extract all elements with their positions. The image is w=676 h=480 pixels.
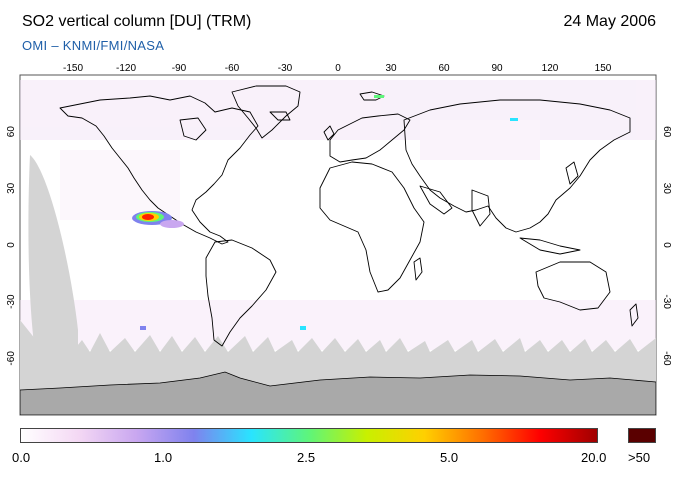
so2-plume-central-america <box>132 211 184 228</box>
lon-tick-top-6: 30 <box>385 63 397 74</box>
lon-tick-bottom-10: 150 <box>595 419 612 420</box>
world-map: -150 -150 -120 -120 -90 -90 -60 -60 -30 -30 0 0 30 30… <box>6 63 672 420</box>
lat-tick-right-1: 30 <box>661 183 672 195</box>
lon-tick-top-0: -150 <box>63 63 83 74</box>
lat-tick-left-3: -30 <box>6 294 17 309</box>
lon-tick-top-4: -30 <box>278 63 293 74</box>
lon-tick-bottom-7: 60 <box>438 419 450 420</box>
colorbar <box>20 428 598 443</box>
lon-tick-top-7: 60 <box>438 63 450 74</box>
colorbar-label-1: 1.0 <box>154 450 173 465</box>
lon-tick-bottom-5: 0 <box>335 419 341 420</box>
colorbar-label-2: 2.5 <box>297 450 316 465</box>
colorbar-overflow-swatch <box>628 428 656 443</box>
lon-tick-top-10: 150 <box>595 63 612 74</box>
lon-tick-bottom-8: 90 <box>491 419 503 420</box>
map-title: SO2 vertical column [DU] (TRM) <box>22 13 252 30</box>
lat-tick-right-3: -30 <box>661 294 672 309</box>
colorbar-label-4: 20.0 <box>581 450 607 465</box>
lat-tick-right-4: -60 <box>661 351 672 366</box>
lon-tick-bottom-0: -150 <box>63 419 83 420</box>
lon-tick-bottom-6: 30 <box>385 419 397 420</box>
colorbar-label-0: 0.0 <box>12 450 31 465</box>
lat-tick-right-0: 60 <box>661 126 672 138</box>
map-date: 24 May 2006 <box>563 13 656 30</box>
colorbar-label-5: >50 <box>628 450 651 465</box>
colorbar-label-3: 5.0 <box>440 450 459 465</box>
lon-tick-top-2: -90 <box>172 63 187 74</box>
lon-tick-top-5: 0 <box>335 63 341 74</box>
lon-tick-top-9: 120 <box>542 63 559 74</box>
map-axis-ticks: -150 -150 -120 -120 -90 -90 -60 -60 -30 -30 0 0 30 30… <box>6 63 672 420</box>
lat-tick-left-1: 30 <box>6 182 17 194</box>
antarctica <box>20 371 656 415</box>
lat-tick-right-2: 0 <box>661 242 672 248</box>
lon-tick-top-3: -60 <box>225 63 240 74</box>
coastlines <box>59 85 639 347</box>
lon-tick-top-8: 90 <box>491 63 503 74</box>
so2-minor-spots <box>140 95 518 330</box>
lat-tick-left-2: 0 <box>6 242 17 248</box>
lon-tick-bottom-3: -60 <box>225 419 240 420</box>
lat-tick-left-4: -60 <box>6 351 17 366</box>
no-data-swath <box>28 155 78 352</box>
lon-tick-bottom-9: 120 <box>542 419 559 420</box>
map-credits: OMI – KNMI/FMI/NASA <box>22 38 165 53</box>
lon-tick-bottom-4: -30 <box>278 419 293 420</box>
lon-tick-top-1: -120 <box>116 63 136 74</box>
lon-tick-bottom-2: -90 <box>172 419 187 420</box>
lon-tick-bottom-1: -120 <box>116 419 136 420</box>
lat-tick-left-0: 60 <box>6 126 17 138</box>
